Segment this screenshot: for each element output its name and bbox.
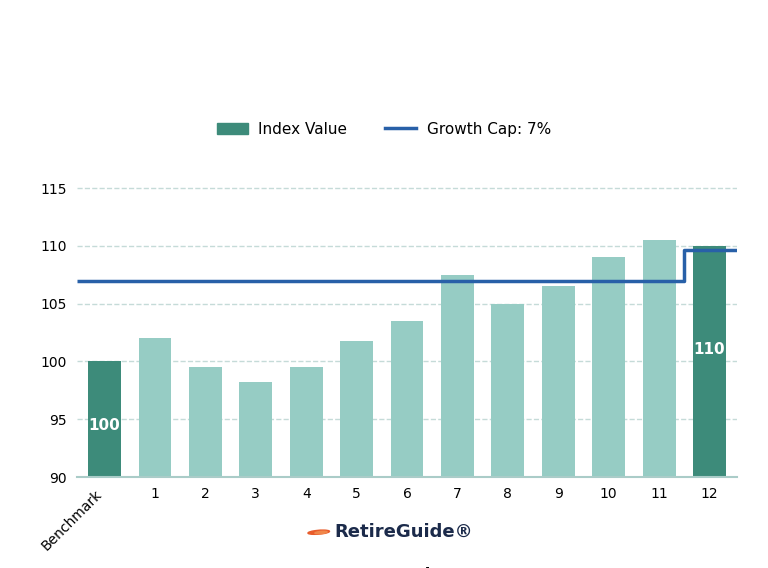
- Text: 1 Year Point to Point Credit Method: 1 Year Point to Point Credit Method: [147, 29, 621, 53]
- Bar: [391, 321, 423, 477]
- Bar: [592, 257, 625, 477]
- Text: 100: 100: [88, 417, 121, 433]
- Bar: [88, 361, 121, 477]
- X-axis label: Month: Month: [377, 567, 437, 568]
- Bar: [138, 339, 171, 477]
- Text: (Growth Cap): (Growth Cap): [324, 75, 444, 93]
- Bar: [340, 341, 373, 477]
- Bar: [643, 240, 676, 477]
- Ellipse shape: [315, 531, 327, 534]
- Bar: [240, 382, 272, 477]
- Legend: Index Value, Growth Cap: 7%: Index Value, Growth Cap: 7%: [211, 116, 557, 143]
- Bar: [189, 367, 222, 477]
- Text: RetireGuide®: RetireGuide®: [334, 523, 473, 541]
- Bar: [441, 275, 474, 477]
- Bar: [290, 367, 323, 477]
- Ellipse shape: [308, 530, 329, 534]
- Bar: [694, 246, 726, 477]
- Bar: [492, 304, 525, 477]
- Bar: [542, 286, 574, 477]
- Text: 110: 110: [694, 343, 725, 357]
